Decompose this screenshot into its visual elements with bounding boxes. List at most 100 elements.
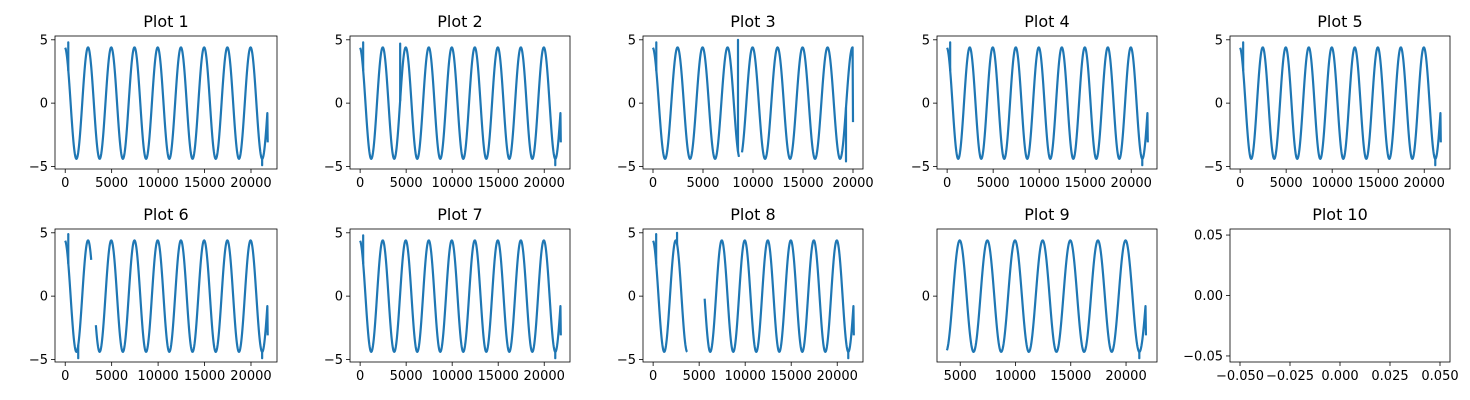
y-tick-label: −5 bbox=[617, 353, 636, 368]
x-tick-label: 15000 bbox=[1050, 369, 1091, 384]
subplot-8: Plot 8 0 5000 10000 15000 20000 −5 0 5 bbox=[617, 205, 864, 384]
x-tick-label: 15000 bbox=[1358, 176, 1399, 191]
x-tick-label: 20000 bbox=[230, 369, 271, 384]
x-tick-label: 15000 bbox=[184, 176, 225, 191]
x-tick-label: 10000 bbox=[732, 176, 773, 191]
x-tick-label: 15000 bbox=[478, 369, 519, 384]
x-tick-label: 20000 bbox=[817, 369, 858, 384]
x-tick-label: 20000 bbox=[524, 176, 565, 191]
x-tick-label: 10000 bbox=[431, 176, 472, 191]
series-line bbox=[946, 46, 1149, 160]
subplot-title: Plot 3 bbox=[730, 12, 775, 31]
y-tick-label: −5 bbox=[29, 160, 48, 175]
series-line bbox=[703, 239, 855, 353]
x-tick-label: 20000 bbox=[524, 369, 565, 384]
series-line bbox=[64, 46, 269, 160]
y-tick-label: −5 bbox=[29, 353, 48, 368]
y-tick-label: 0 bbox=[40, 290, 48, 305]
y-tick-label: −5 bbox=[324, 160, 343, 175]
axes-frame bbox=[349, 35, 571, 170]
subplot-7: Plot 7 0 5000 10000 15000 20000 −5 0 5 bbox=[324, 205, 571, 384]
y-tick-label: 5 bbox=[335, 33, 343, 48]
x-tick-label: 0 bbox=[61, 176, 69, 191]
y-tick-label: 0 bbox=[335, 290, 343, 305]
y-tick-label: 0 bbox=[628, 97, 636, 112]
x-tick-label: 20000 bbox=[832, 176, 873, 191]
subplot-title: Plot 5 bbox=[1317, 12, 1362, 31]
x-tick-label: 0 bbox=[649, 176, 657, 191]
series-line bbox=[359, 239, 562, 353]
y-tick-label: 0 bbox=[628, 290, 636, 305]
y-tick-label: 5 bbox=[1215, 33, 1223, 48]
x-tick-label: 5000 bbox=[686, 176, 719, 191]
x-tick-label: 0.050 bbox=[1421, 369, 1458, 384]
subplot-5: Plot 5 0 5000 10000 15000 20000 −5 0 5 bbox=[1204, 12, 1451, 191]
axes-frame bbox=[1229, 35, 1451, 170]
x-tick-label: 5000 bbox=[1270, 176, 1303, 191]
x-tick-label: 5000 bbox=[95, 176, 128, 191]
y-tick-label: 0 bbox=[335, 97, 343, 112]
subplot-6: Plot 6 0 5000 10000 15000 20000 −5 0 5 bbox=[29, 205, 278, 384]
y-tick-label: 5 bbox=[335, 226, 343, 241]
x-tick-label: 0 bbox=[356, 369, 364, 384]
y-tick-label: 5 bbox=[40, 226, 48, 241]
y-tick-label: 0 bbox=[40, 97, 48, 112]
series-line bbox=[1239, 46, 1442, 160]
x-tick-label: 20000 bbox=[230, 176, 271, 191]
y-tick-label: −5 bbox=[1204, 160, 1223, 175]
series-line bbox=[652, 239, 688, 353]
x-tick-label: 5000 bbox=[683, 369, 716, 384]
y-tick-label: −5 bbox=[911, 160, 930, 175]
series-line bbox=[740, 46, 855, 160]
x-tick-label: 15000 bbox=[1065, 176, 1106, 191]
y-tick-label: 0.00 bbox=[1194, 289, 1223, 304]
x-tick-label: 20000 bbox=[1404, 176, 1445, 191]
y-tick-label: 0 bbox=[922, 97, 930, 112]
y-tick-label: 5 bbox=[628, 33, 636, 48]
x-tick-label: 0 bbox=[1236, 176, 1244, 191]
y-tick-label: 5 bbox=[922, 33, 930, 48]
x-tick-label: 15000 bbox=[478, 176, 519, 191]
x-tick-label: 0.025 bbox=[1371, 369, 1408, 384]
subplot-title: Plot 2 bbox=[437, 12, 482, 31]
x-tick-label: 10000 bbox=[137, 369, 178, 384]
axes-frame bbox=[54, 228, 278, 363]
subplot-1: Plot 1 0 5000 10000 15000 20000 −5 0 5 bbox=[29, 12, 278, 191]
series-line bbox=[359, 46, 562, 160]
x-tick-label: 10000 bbox=[995, 369, 1036, 384]
subplot-title: Plot 6 bbox=[143, 205, 188, 224]
subplot-2: Plot 2 0 5000 10000 15000 20000 −5 0 5 bbox=[324, 12, 571, 191]
x-tick-label: 0.000 bbox=[1321, 369, 1358, 384]
x-tick-label: 10000 bbox=[1018, 176, 1059, 191]
x-tick-label: −0.025 bbox=[1266, 369, 1314, 384]
subplot-3: Plot 3 0 5000 10000 15000 20000 −5 0 5 bbox=[617, 12, 874, 191]
x-tick-label: 5000 bbox=[95, 369, 128, 384]
subplot-title: Plot 9 bbox=[1024, 205, 1069, 224]
subplot-title: Plot 4 bbox=[1024, 12, 1069, 31]
x-tick-label: 5000 bbox=[390, 176, 423, 191]
x-tick-label: 0 bbox=[649, 369, 657, 384]
axes-frame bbox=[349, 228, 571, 363]
axes-frame bbox=[1229, 228, 1451, 363]
x-tick-label: 15000 bbox=[782, 176, 823, 191]
x-tick-label: 20000 bbox=[1111, 176, 1152, 191]
x-tick-label: 0 bbox=[356, 176, 364, 191]
y-tick-label: 5 bbox=[628, 226, 636, 241]
y-tick-label: 5 bbox=[40, 33, 48, 48]
x-tick-label: 10000 bbox=[1311, 176, 1352, 191]
x-tick-label: 5000 bbox=[390, 369, 423, 384]
y-tick-label: −5 bbox=[617, 160, 636, 175]
axes-frame bbox=[642, 228, 864, 363]
axes-frame bbox=[936, 35, 1158, 170]
y-tick-label: 0.05 bbox=[1194, 229, 1223, 244]
axes-frame bbox=[54, 35, 278, 170]
series-line bbox=[651, 46, 741, 160]
subplot-10: Plot 10 −0.050 −0.025 0.000 0.025 0.050 −0.05 0… bbox=[1183, 205, 1458, 384]
y-tick-label: −0.05 bbox=[1183, 349, 1223, 364]
x-tick-label: 5000 bbox=[944, 369, 977, 384]
series-line bbox=[94, 239, 269, 353]
x-tick-label: 10000 bbox=[137, 176, 178, 191]
y-tick-label: 0 bbox=[922, 290, 930, 305]
subplot-9: Plot 9 5000 10000 15000 20000 0 bbox=[922, 205, 1158, 384]
x-tick-label: 10000 bbox=[724, 369, 765, 384]
